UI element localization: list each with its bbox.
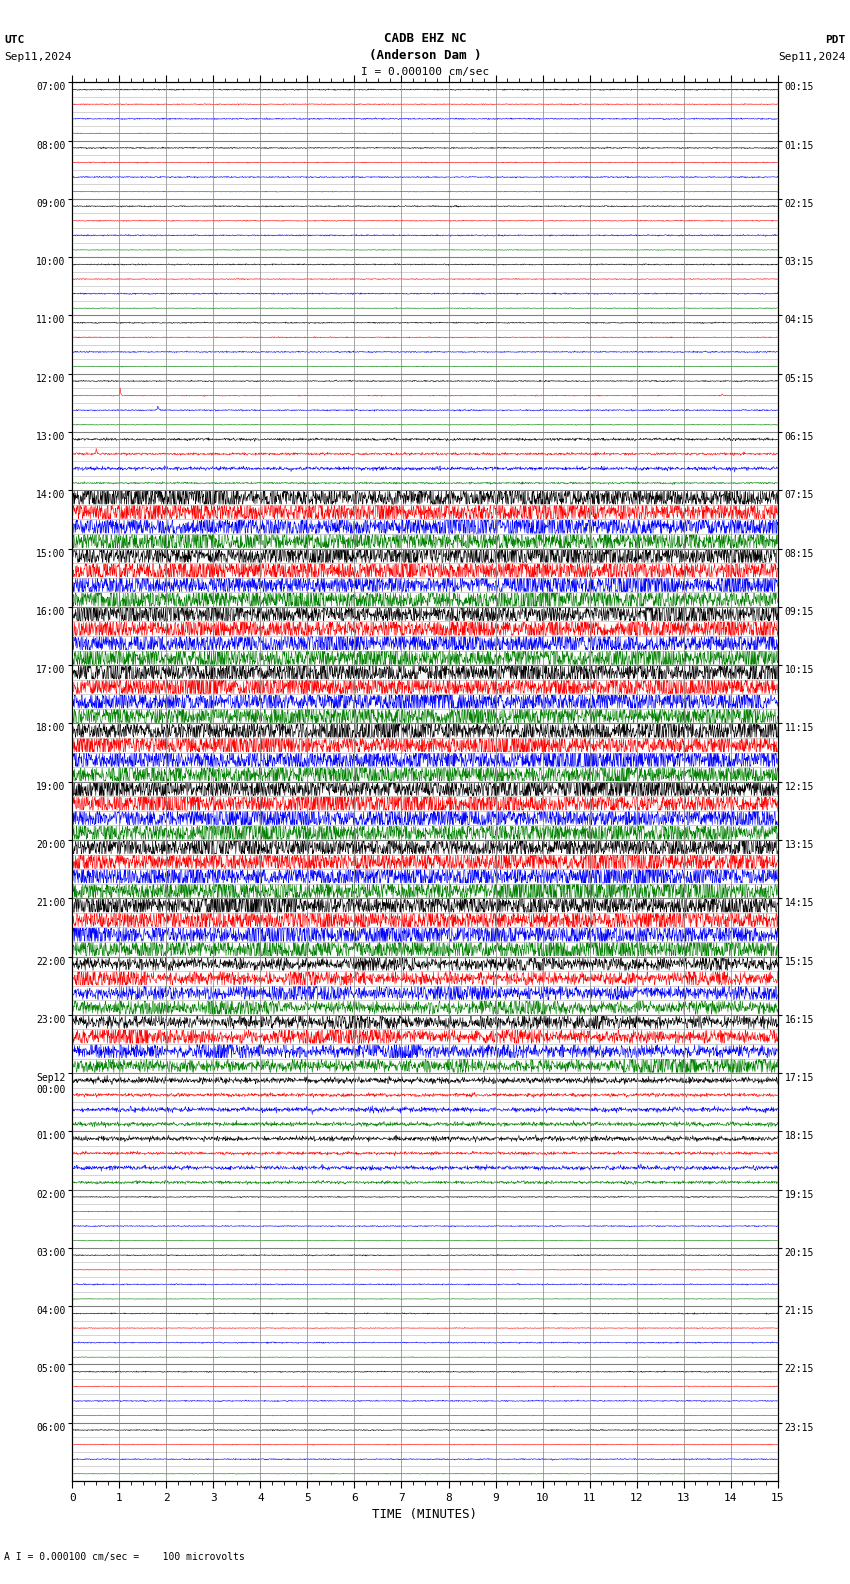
Text: CADB EHZ NC: CADB EHZ NC xyxy=(383,32,467,44)
Text: Sep11,2024: Sep11,2024 xyxy=(779,52,846,62)
Text: (Anderson Dam ): (Anderson Dam ) xyxy=(369,49,481,62)
Text: I = 0.000100 cm/sec: I = 0.000100 cm/sec xyxy=(361,67,489,76)
X-axis label: TIME (MINUTES): TIME (MINUTES) xyxy=(372,1508,478,1521)
Text: PDT: PDT xyxy=(825,35,846,44)
Text: Sep11,2024: Sep11,2024 xyxy=(4,52,71,62)
Text: A I = 0.000100 cm/sec =    100 microvolts: A I = 0.000100 cm/sec = 100 microvolts xyxy=(4,1552,245,1562)
Text: UTC: UTC xyxy=(4,35,25,44)
